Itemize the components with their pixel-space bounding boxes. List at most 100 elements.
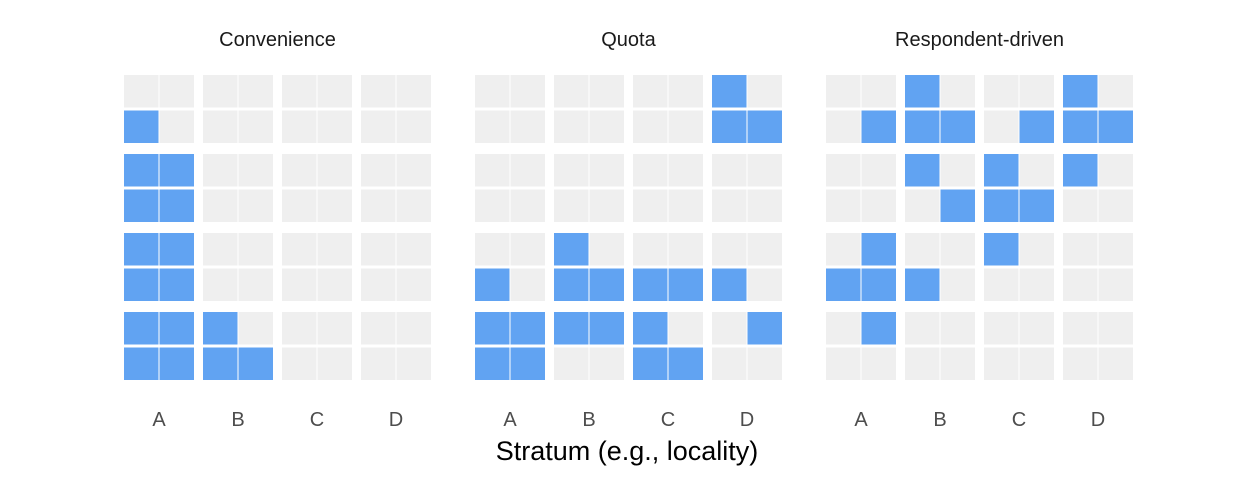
cell-unsampled — [317, 268, 352, 301]
cell-unsampled — [554, 75, 589, 108]
stratum-tick-label: A — [854, 409, 868, 431]
cell-unsampled — [317, 154, 352, 187]
cell-unsampled — [317, 110, 352, 143]
cell-unsampled — [317, 233, 352, 266]
cell-unsampled — [984, 110, 1019, 143]
cell-sampled — [861, 312, 896, 345]
cell-unsampled — [826, 154, 861, 187]
cell-unsampled — [668, 154, 703, 187]
panel-quota: Quota A B C D — [475, 29, 782, 431]
cell-unsampled — [861, 154, 896, 187]
cell-unsampled — [861, 347, 896, 380]
cell-unsampled — [747, 75, 782, 108]
cell-sampled — [1063, 110, 1098, 143]
cell-unsampled — [940, 233, 975, 266]
panel-title: Respondent-driven — [895, 29, 1064, 51]
cell-unsampled — [554, 347, 589, 380]
cell-unsampled — [668, 75, 703, 108]
panel-title: Quota — [601, 29, 656, 51]
cell-sampled — [633, 347, 668, 380]
cell-unsampled — [668, 110, 703, 143]
stratum-tick-label: A — [152, 409, 166, 431]
cell-sampled — [159, 189, 194, 222]
cell-sampled — [589, 312, 624, 345]
cell-unsampled — [1019, 268, 1054, 301]
cell-unsampled — [396, 347, 431, 380]
cell-sampled — [905, 268, 940, 301]
cell-sampled — [159, 347, 194, 380]
cell-unsampled — [282, 75, 317, 108]
cell-unsampled — [668, 312, 703, 345]
cell-unsampled — [826, 233, 861, 266]
cell-unsampled — [124, 75, 159, 108]
cell-unsampled — [747, 233, 782, 266]
cell-sampled — [159, 233, 194, 266]
cell-unsampled — [861, 189, 896, 222]
cell-unsampled — [984, 312, 1019, 345]
cell-unsampled — [475, 75, 510, 108]
cell-unsampled — [826, 110, 861, 143]
x-axis-title: Stratum (e.g., locality) — [496, 436, 759, 466]
cell-unsampled — [589, 154, 624, 187]
cell-unsampled — [396, 312, 431, 345]
cell-unsampled — [238, 189, 273, 222]
cell-unsampled — [203, 268, 238, 301]
cell-unsampled — [475, 189, 510, 222]
cell-unsampled — [510, 154, 545, 187]
cell-unsampled — [633, 110, 668, 143]
cell-unsampled — [589, 189, 624, 222]
cell-unsampled — [905, 189, 940, 222]
cell-sampled — [510, 347, 545, 380]
cell-unsampled — [633, 233, 668, 266]
cell-unsampled — [905, 312, 940, 345]
cell-unsampled — [203, 110, 238, 143]
cell-sampled — [747, 110, 782, 143]
cell-unsampled — [203, 75, 238, 108]
cell-sampled — [1019, 110, 1054, 143]
cell-sampled — [984, 189, 1019, 222]
cell-sampled — [905, 154, 940, 187]
cell-sampled — [747, 312, 782, 345]
cell-unsampled — [940, 154, 975, 187]
cell-unsampled — [633, 189, 668, 222]
cell-unsampled — [282, 189, 317, 222]
cell-sampled — [124, 233, 159, 266]
cell-unsampled — [238, 312, 273, 345]
cell-unsampled — [1098, 189, 1133, 222]
cell-unsampled — [1098, 312, 1133, 345]
cell-sampled — [712, 75, 747, 108]
cell-sampled — [940, 189, 975, 222]
cell-unsampled — [905, 233, 940, 266]
cell-unsampled — [282, 110, 317, 143]
cell-unsampled — [510, 75, 545, 108]
cell-unsampled — [940, 312, 975, 345]
cell-unsampled — [238, 268, 273, 301]
cell-sampled — [124, 347, 159, 380]
cell-unsampled — [1063, 189, 1098, 222]
cell-unsampled — [554, 154, 589, 187]
cell-unsampled — [633, 75, 668, 108]
cell-unsampled — [589, 75, 624, 108]
cell-unsampled — [747, 347, 782, 380]
cell-unsampled — [1019, 347, 1054, 380]
cell-unsampled — [1098, 268, 1133, 301]
panel-title: Convenience — [219, 29, 336, 51]
cell-sampled — [984, 154, 1019, 187]
panel-respondent-driven: Respondent-driven A B C D — [826, 29, 1133, 431]
cell-sampled — [554, 233, 589, 266]
cell-sampled — [861, 233, 896, 266]
cell-sampled — [1063, 154, 1098, 187]
cell-unsampled — [475, 233, 510, 266]
cell-unsampled — [984, 268, 1019, 301]
cell-unsampled — [159, 75, 194, 108]
cell-sampled — [984, 233, 1019, 266]
cell-sampled — [510, 312, 545, 345]
cell-sampled — [159, 154, 194, 187]
cell-unsampled — [984, 75, 1019, 108]
cell-sampled — [203, 347, 238, 380]
cell-sampled — [1019, 189, 1054, 222]
stratum-tick-label: C — [310, 409, 324, 431]
cell-unsampled — [861, 75, 896, 108]
cell-unsampled — [282, 154, 317, 187]
